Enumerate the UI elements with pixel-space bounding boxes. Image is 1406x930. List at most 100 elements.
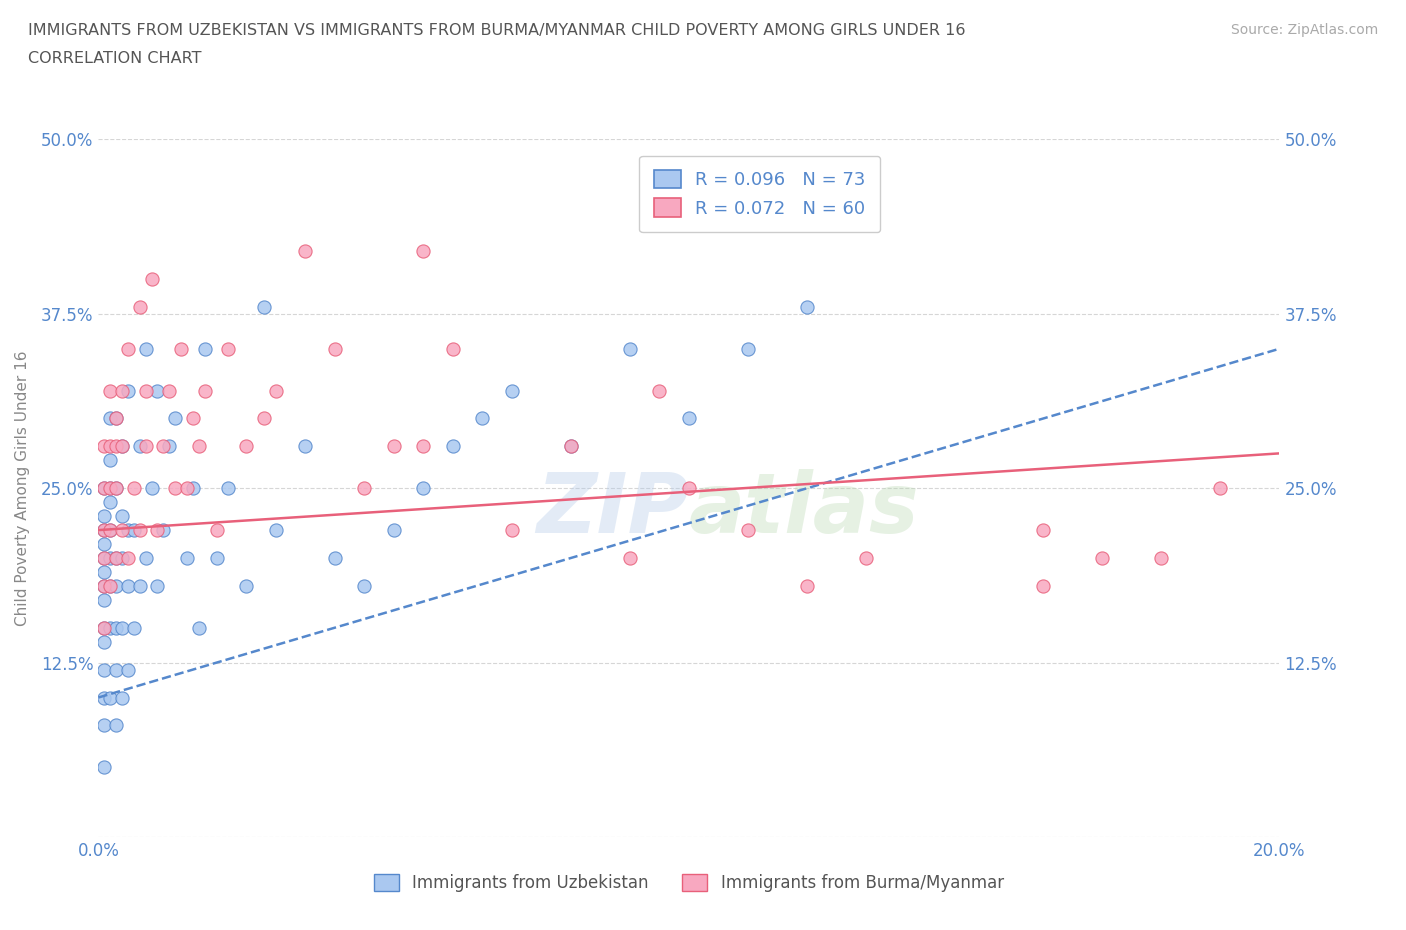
Point [98, 481, 121, 496]
Text: Source: ZipAtlas.com: Source: ZipAtlas.com [1230, 23, 1378, 37]
Point [93, 690, 115, 705]
Point [93, 523, 115, 538]
Point [152, 439, 174, 454]
Point [264, 383, 287, 398]
Point [128, 299, 150, 314]
Point [128, 439, 150, 454]
Point [165, 411, 187, 426]
Point [93, 760, 115, 775]
Point [93, 481, 115, 496]
Point [98, 551, 121, 565]
Point [128, 578, 150, 593]
Point [353, 481, 375, 496]
Point [98, 523, 121, 538]
Point [737, 341, 759, 356]
Point [648, 383, 671, 398]
Point [111, 690, 134, 705]
Point [93, 565, 115, 579]
Point [122, 523, 145, 538]
Point [111, 439, 134, 454]
Text: ZIP: ZIP [536, 469, 689, 550]
Point [264, 523, 287, 538]
Point [737, 523, 759, 538]
Text: CORRELATION CHART: CORRELATION CHART [28, 51, 201, 66]
Point [122, 620, 145, 635]
Point [253, 411, 276, 426]
Point [157, 439, 180, 454]
Point [122, 481, 145, 496]
Point [441, 341, 464, 356]
Point [111, 620, 134, 635]
Point [323, 551, 346, 565]
Point [98, 578, 121, 593]
Point [117, 341, 139, 356]
Point [294, 244, 316, 259]
Point [176, 481, 198, 496]
Point [501, 383, 523, 398]
Point [93, 439, 115, 454]
Point [471, 411, 494, 426]
Point [141, 272, 163, 286]
Point [93, 578, 115, 593]
Point [93, 523, 115, 538]
Point [1091, 551, 1114, 565]
Point [135, 383, 157, 398]
Text: atlas: atlas [689, 469, 920, 550]
Point [98, 439, 121, 454]
Point [146, 523, 169, 538]
Point [217, 341, 239, 356]
Point [157, 383, 180, 398]
Point [93, 620, 115, 635]
Point [141, 481, 163, 496]
Y-axis label: Child Poverty Among Girls Under 16: Child Poverty Among Girls Under 16 [15, 351, 30, 626]
Point [146, 383, 169, 398]
Point [93, 592, 115, 607]
Point [194, 341, 217, 356]
Point [93, 578, 115, 593]
Text: IMMIGRANTS FROM UZBEKISTAN VS IMMIGRANTS FROM BURMA/MYANMAR CHILD POVERTY AMONG : IMMIGRANTS FROM UZBEKISTAN VS IMMIGRANTS… [28, 23, 966, 38]
Point [235, 578, 257, 593]
Point [98, 690, 121, 705]
Point [187, 439, 209, 454]
Point [93, 551, 115, 565]
Point [93, 662, 115, 677]
Point [98, 495, 121, 510]
Point [560, 439, 582, 454]
Point [1032, 578, 1054, 593]
Point [98, 620, 121, 635]
Point [235, 439, 257, 454]
Point [176, 551, 198, 565]
Point [796, 299, 818, 314]
Point [117, 523, 139, 538]
Point [146, 578, 169, 593]
Point [111, 523, 134, 538]
Point [105, 718, 128, 733]
Point [353, 578, 375, 593]
Point [294, 439, 316, 454]
Point [117, 551, 139, 565]
Point [170, 341, 193, 356]
Point [111, 551, 134, 565]
Point [1032, 523, 1054, 538]
Point [323, 341, 346, 356]
Point [98, 453, 121, 468]
Point [181, 481, 204, 496]
Point [855, 551, 877, 565]
Point [105, 411, 128, 426]
Point [560, 439, 582, 454]
Point [105, 620, 128, 635]
Point [93, 551, 115, 565]
Point [128, 523, 150, 538]
Point [796, 578, 818, 593]
Point [111, 509, 134, 524]
Point [501, 523, 523, 538]
Point [382, 523, 405, 538]
Point [105, 551, 128, 565]
Point [135, 439, 157, 454]
Point [152, 523, 174, 538]
Point [382, 439, 405, 454]
Point [105, 578, 128, 593]
Point [412, 439, 434, 454]
Point [105, 662, 128, 677]
Point [105, 551, 128, 565]
